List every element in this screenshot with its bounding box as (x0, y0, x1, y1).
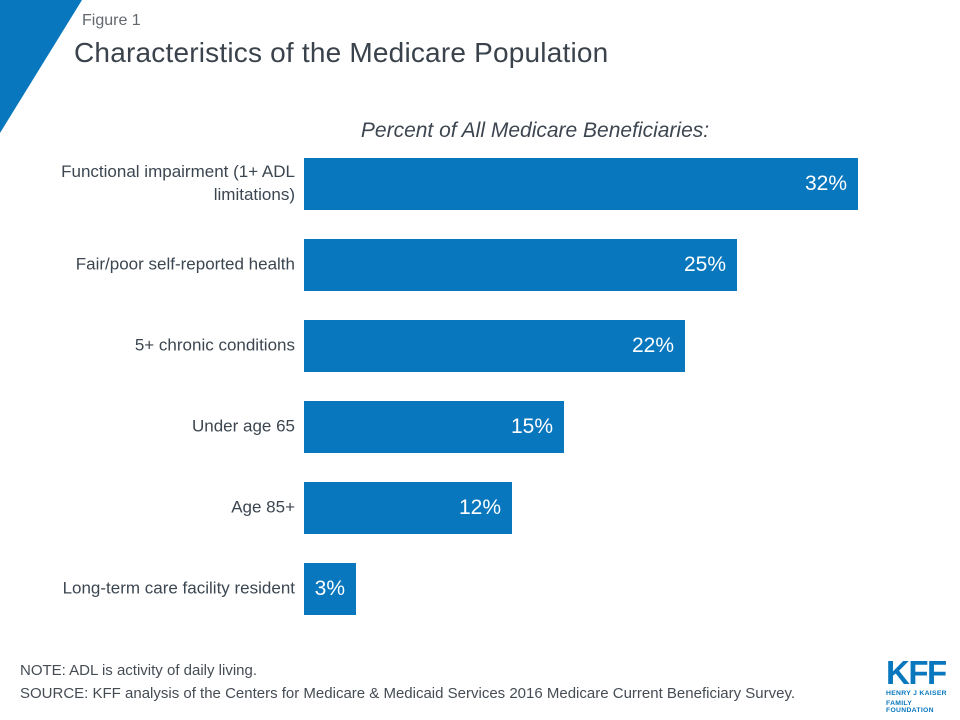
bar: 32% (304, 158, 858, 210)
chart-row: Fair/poor self-reported health 25% (0, 239, 960, 291)
kff-logo: KFF HENRY J KAISER FAMILY FOUNDATION (886, 654, 960, 715)
value-label: 12% (458, 496, 501, 519)
bar: 12% (304, 482, 512, 534)
chart-row: Age 85+ 12% (0, 482, 960, 534)
bar: 25% (304, 239, 737, 291)
category-label: Functional impairment (1+ ADL limitation… (61, 162, 295, 204)
chart-row: Functional impairment (1+ ADL limitation… (0, 158, 960, 210)
kff-logo-acronym: KFF (886, 654, 947, 691)
chart-row: Long-term care facility resident 3% (0, 563, 960, 615)
bar: 3% (304, 563, 356, 615)
bar: 22% (304, 320, 685, 372)
footnotes: NOTE: ADL is activity of daily living. S… (20, 659, 795, 705)
category-label: 5+ chronic conditions (134, 335, 295, 355)
chart-row: 5+ chronic conditions 22% (0, 320, 960, 372)
value-label: 15% (510, 415, 553, 438)
bar: 15% (304, 401, 564, 453)
value-label: 22% (631, 334, 674, 357)
category-label: Fair/poor self-reported health (75, 254, 295, 274)
note-line: NOTE: ADL is activity of daily living. (20, 662, 258, 679)
category-label: Under age 65 (191, 416, 295, 436)
value-label: 32% (804, 172, 847, 195)
figure-label: Figure 1 (82, 12, 141, 29)
chart-row: Under age 65 15% (0, 401, 960, 453)
page-title: Characteristics of the Medicare Populati… (74, 37, 609, 68)
category-label: Long-term care facility resident (62, 578, 295, 598)
value-label: 25% (683, 253, 726, 276)
kff-logo-line1: HENRY J KAISER (886, 690, 947, 697)
value-label: 3% (314, 577, 345, 600)
category-label: Age 85+ (231, 497, 295, 517)
triangle-shape (0, 0, 82, 133)
corner-triangle-decoration (0, 0, 82, 133)
chart-title: Percent of All Medicare Beneficiaries: (360, 119, 710, 142)
source-line: SOURCE: KFF analysis of the Centers for … (20, 685, 796, 702)
kff-logo-line2: FAMILY FOUNDATION (886, 699, 934, 715)
